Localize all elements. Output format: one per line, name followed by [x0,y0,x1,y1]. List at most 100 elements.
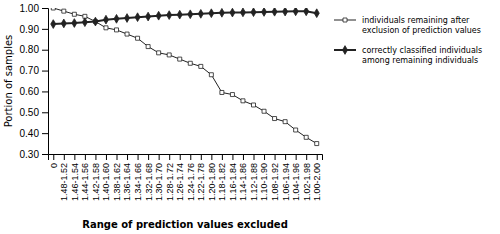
point [103,15,108,24]
x-tick: 1.30-1.70 [154,154,164,201]
x-axis-title: Range of prediction values excluded [82,219,288,230]
legend-item: individuals remaining afterexclusion of … [334,16,481,35]
x-tick: 1.32-1.68 [143,154,153,201]
tick-mark [42,50,48,51]
tick-mark [180,154,181,160]
tick-label: 1.24-1.76 [186,163,196,201]
point [220,90,224,94]
tick-label: 1.36-1.64 [122,163,132,201]
point [157,51,161,55]
point [62,9,66,13]
tick-label: 0.30 [20,149,40,160]
tick-mark [138,154,139,160]
point [219,8,224,17]
tick-label: 1.18-1.82 [217,163,227,201]
point [72,12,76,16]
tick-mark [222,154,223,160]
tick-label: 1.04-1.96 [291,163,301,201]
tick-label: 1.42-1.58 [91,163,101,201]
tick-mark [148,154,149,160]
tick-label: 1.10-1.90 [259,163,269,201]
tick-mark [243,154,244,160]
x-tick: 1.28-1.72 [165,154,175,201]
tick-mark [85,154,86,160]
x-tick: 1.26-1.74 [175,154,185,201]
tick-mark [159,154,160,160]
tick-label: 1.08-1.92 [270,163,280,201]
tick-mark [211,154,212,160]
tick-mark [42,91,48,92]
series-markers [51,8,318,146]
x-tick: 1.16-1.84 [228,154,238,201]
x-tick: 1.44-1.56 [80,154,90,201]
tick-label: 1.34-1.66 [133,163,143,201]
tick-label: 1.46-1.54 [70,163,80,201]
tick-label: 0.60 [20,86,40,97]
legend-marker [343,18,347,22]
point [304,135,308,139]
point [146,45,150,49]
point [314,9,319,18]
point [115,28,119,32]
point [178,57,182,61]
point [230,8,235,17]
x-tick: 1.22-1.78 [196,154,206,201]
tick-label: 1.00-2.00 [312,163,322,201]
tick-label: 0 [49,163,59,168]
point [72,19,77,28]
x-tick: 0 [49,154,59,168]
tick-label: 1.32-1.68 [143,163,153,201]
tick-mark [201,154,202,160]
point [199,64,203,68]
tick-mark [42,154,48,155]
point [315,142,319,146]
point [167,53,171,57]
tick-label: 0.40 [20,128,40,139]
tick-mark [254,154,255,160]
tick-mark [127,154,128,160]
point [93,17,98,26]
tick-label: 1.06-1.94 [280,163,290,201]
x-tick: 1.12-1.88 [249,154,259,201]
y-tick: 0.90 [20,24,48,35]
tick-mark [117,154,118,160]
point [294,128,298,132]
tick-mark [74,154,75,160]
legend-marker [342,46,347,55]
x-tick: 1.06-1.94 [280,154,290,201]
point [198,9,203,18]
point [188,10,193,19]
tick-mark [296,154,297,160]
y-tick: 0.60 [20,86,48,97]
tick-label: 0.90 [20,24,40,35]
tick-mark [232,154,233,160]
point [104,26,108,30]
legend-label: correctly classified individualsamong re… [362,46,482,65]
point [272,8,277,16]
tick-label: 1.48-1.52 [59,163,69,201]
tick-mark [42,8,48,9]
point [209,73,213,77]
y-axis: 0.300.400.500.600.700.800.901.00 [20,3,49,160]
point [304,8,309,16]
tick-label: 1.20-1.80 [207,163,217,201]
point [241,99,245,103]
tick-mark [190,154,191,160]
tick-label: 1.14-1.86 [238,163,248,201]
point [135,13,140,22]
point [51,20,56,29]
y-tick: 0.40 [20,128,48,139]
y-tick: 0.50 [20,107,48,118]
x-tick: 1.02-1.98 [302,154,312,201]
x-tick: 1.14-1.86 [238,154,248,201]
x-tick: 1.24-1.76 [186,154,196,201]
point [251,8,256,17]
tick-label: 1.30-1.70 [154,163,164,201]
y-tick: 0.70 [20,65,48,76]
tick-mark [42,112,48,113]
x-tick: 1.04-1.96 [291,154,301,201]
tick-label: 1.02-1.98 [302,163,312,201]
x-tick: 1.34-1.66 [133,154,143,201]
x-tick: 1.10-1.90 [259,154,269,201]
plot: 0.300.400.500.600.700.800.901.0001.48-1.… [20,3,323,201]
